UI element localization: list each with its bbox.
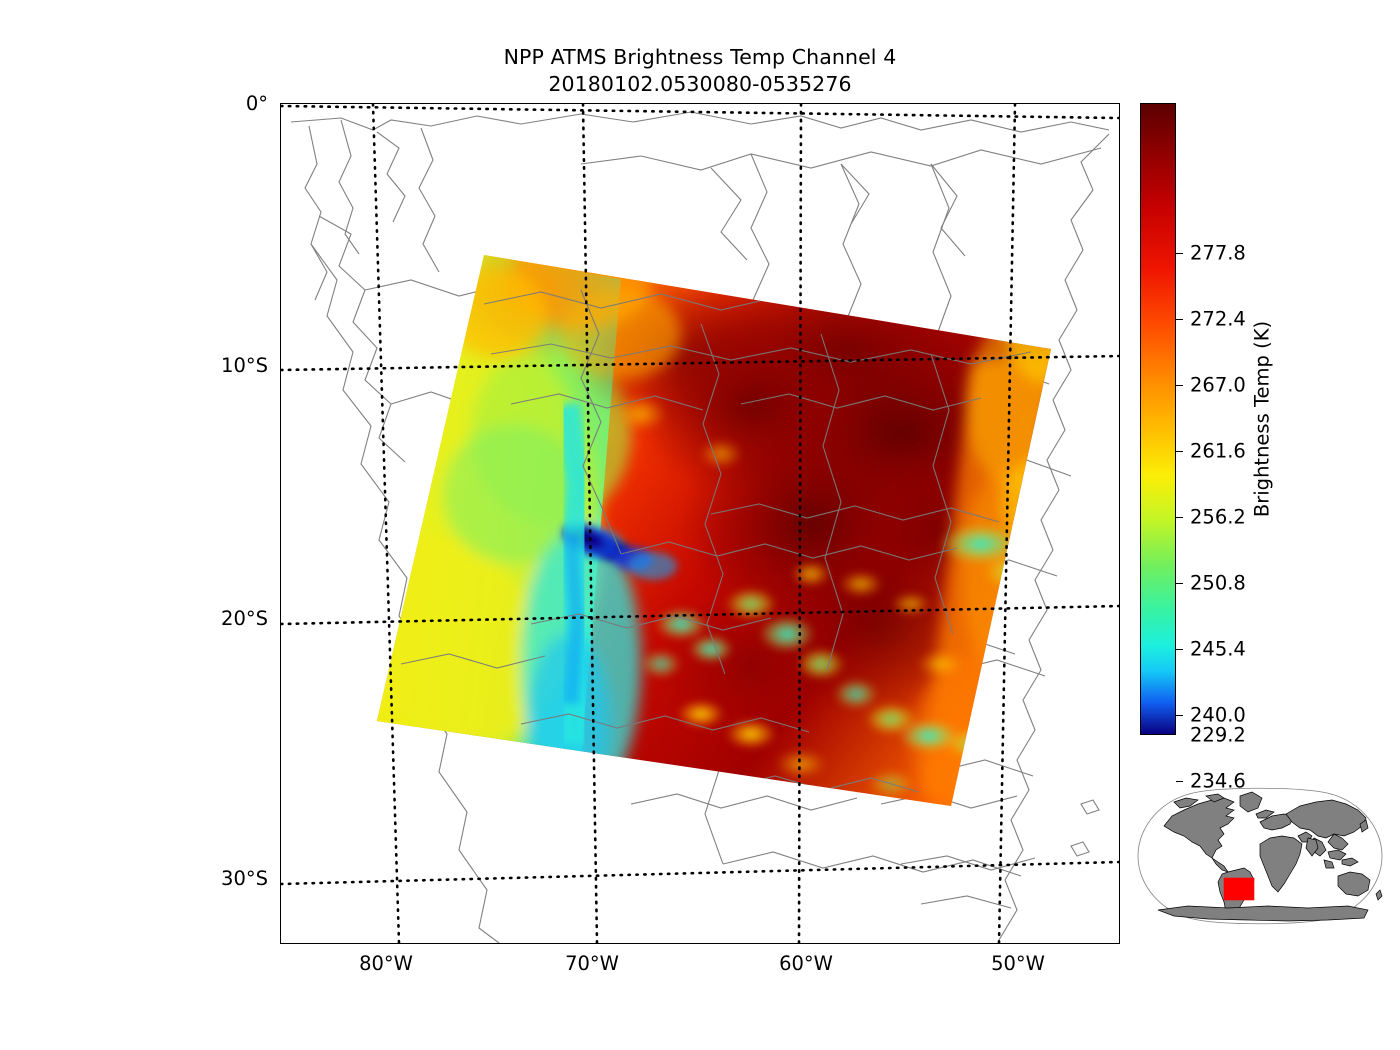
ytick-label-10S: 10°S — [221, 354, 268, 377]
satellite-swath-data — [377, 255, 1051, 806]
colorbar-tick-256-2 — [1176, 517, 1183, 518]
parallel-20S — [281, 604, 1119, 626]
colorbar: 277.8 272.4 267.0 261.6 256.2 250.8 245.… — [1140, 103, 1246, 793]
colorbar-label-261-6: 261.6 — [1190, 439, 1246, 463]
colorbar-label-267-0: 267.0 — [1190, 373, 1246, 397]
colorbar-label-245-4: 245.4 — [1190, 637, 1246, 661]
colorbar-gradient — [1140, 103, 1176, 735]
graticule-lines — [281, 104, 1119, 943]
colorbar-tick-240-0 — [1176, 715, 1183, 716]
colorbar-tick-245-4 — [1176, 649, 1183, 650]
xtick-label-50W: 50°W — [991, 952, 1045, 975]
meridian-60W — [797, 104, 803, 943]
colorbar-label-229-2: 229.2 — [1190, 723, 1246, 747]
colorbar-tick-277-8 — [1176, 253, 1183, 254]
world-locator-inset — [1128, 786, 1392, 926]
map-plot-area — [280, 103, 1120, 944]
colorbar-label-272-4: 272.4 — [1190, 307, 1246, 331]
colorbar-tick-272-4 — [1176, 319, 1183, 320]
meridian-70W — [581, 104, 599, 943]
ytick-label-0: 0° — [245, 92, 268, 115]
highlight-box — [1223, 877, 1255, 901]
ytick-label-20S: 20°S — [221, 607, 268, 630]
ytick-label-30S: 30°S — [221, 867, 268, 890]
colorbar-tick-267-0 — [1176, 385, 1183, 386]
landmasses — [1157, 791, 1383, 922]
title-line-2: 20180102.0530080-0535276 — [548, 72, 852, 96]
meridian-50W — [997, 104, 1017, 943]
figure-title: NPP ATMS Brightness Temp Channel 4 20180… — [0, 44, 1400, 98]
parallel-10S — [281, 354, 1119, 372]
colorbar-tick-261-6 — [1176, 451, 1183, 452]
colorbar-tick-250-8 — [1176, 583, 1183, 584]
colorbar-label-234-6: 234.6 — [1190, 769, 1246, 793]
colorbar-tick-234-6 — [1176, 781, 1183, 782]
colorbar-label-256-2: 256.2 — [1190, 505, 1246, 529]
parallel-30S — [281, 860, 1119, 886]
title-line-1: NPP ATMS Brightness Temp Channel 4 — [503, 45, 897, 69]
xtick-label-80W: 80°W — [359, 952, 413, 975]
colorbar-axis-label: Brightness Temp (K) — [1250, 320, 1274, 518]
xtick-label-70W: 70°W — [565, 952, 619, 975]
parallel-0 — [281, 104, 1119, 120]
colorbar-label-277-8: 277.8 — [1190, 241, 1246, 265]
colorbar-label-250-8: 250.8 — [1190, 571, 1246, 595]
meridian-80W — [371, 104, 401, 943]
colorbar-label-240-0: 240.0 — [1190, 703, 1246, 727]
xtick-label-60W: 60°W — [779, 952, 833, 975]
